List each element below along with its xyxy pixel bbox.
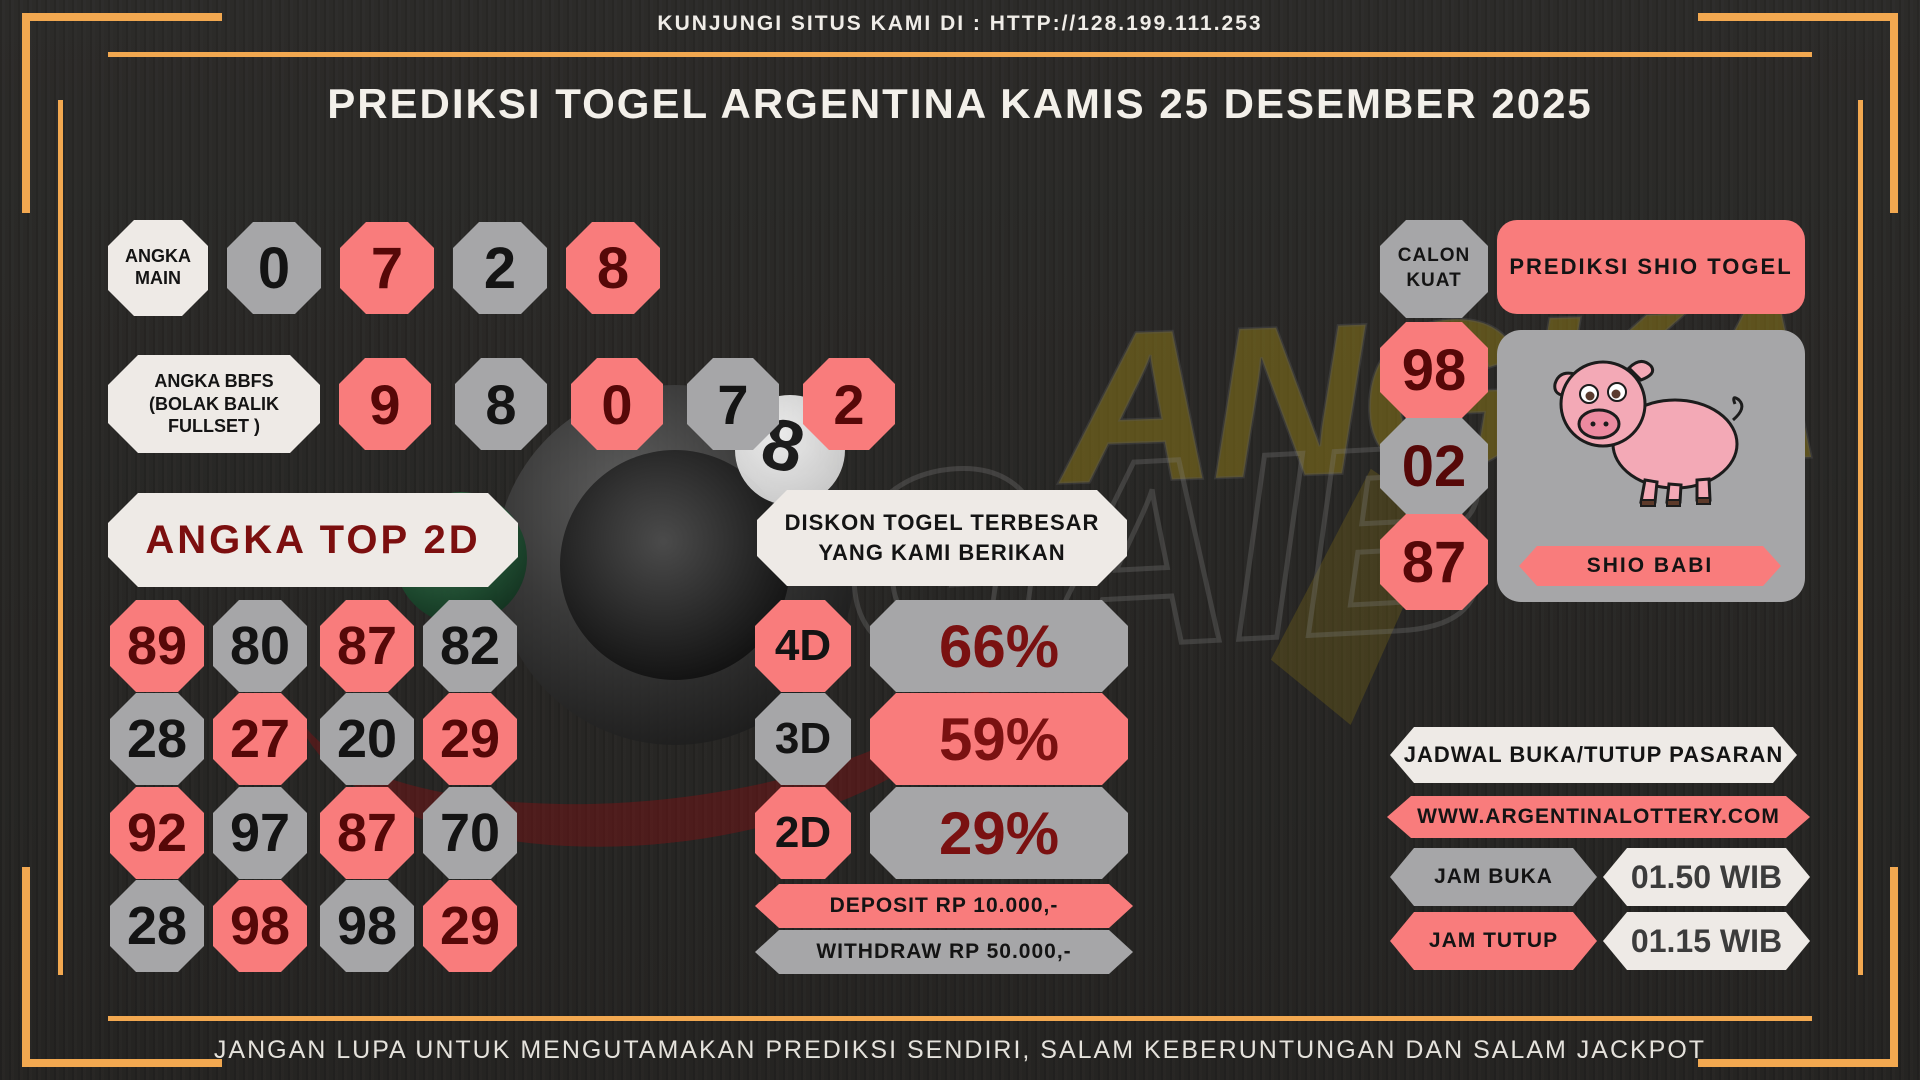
top2d-number: 28 xyxy=(110,880,204,972)
frame-corner-top-left xyxy=(22,13,222,213)
diskon-3d-value: 59% xyxy=(870,693,1128,785)
angka-main-digit: 7 xyxy=(340,222,434,314)
top2d-number: 80 xyxy=(213,600,307,692)
angka-bbfs-digit: 9 xyxy=(339,358,431,450)
angka-main-label-text: ANGKA MAIN xyxy=(125,246,191,288)
calon-kuat-label: CALON KUAT xyxy=(1380,220,1488,318)
top2d-number: 98 xyxy=(320,880,414,972)
jam-tutup-label: JAM TUTUP xyxy=(1390,912,1597,970)
shio-image-card: SHIO BABI xyxy=(1497,330,1805,602)
top2d-number: 28 xyxy=(110,693,204,785)
angka-top-2d-label: ANGKA TOP 2D xyxy=(108,493,518,587)
top-divider-line xyxy=(108,52,1812,57)
calon-kuat-number: 98 xyxy=(1380,322,1488,418)
diskon-4d-label: 4D xyxy=(755,600,851,692)
jam-tutup-time: 01.15 WIB xyxy=(1603,912,1810,970)
jadwal-title-banner: JADWAL BUKA/TUTUP PASARAN xyxy=(1390,727,1797,783)
top2d-number: 89 xyxy=(110,600,204,692)
angka-bbfs-label-line3: FULLSET ) xyxy=(168,416,260,437)
angka-bbfs-label: ANGKA BBFS (BOLAK BALIK FULLSET ) xyxy=(108,355,320,453)
diskon-title-line1: DISKON TOGEL TERBESAR xyxy=(784,510,1100,536)
calon-kuat-number: 02 xyxy=(1380,418,1488,514)
diskon-2d-value: 29% xyxy=(870,787,1128,879)
top2d-number: 92 xyxy=(110,787,204,879)
calon-kuat-line1: CALON xyxy=(1397,245,1471,267)
top2d-number: 29 xyxy=(423,693,517,785)
prediksi-shio-header: PREDIKSI SHIO TOGEL xyxy=(1497,220,1805,314)
angka-main-digit: 0 xyxy=(227,222,321,314)
deposit-banner: DEPOSIT RP 10.000,- xyxy=(755,884,1133,928)
footer-disclaimer: JANGAN LUPA UNTUK MENGUTAMAKAN PREDIKSI … xyxy=(213,1036,1707,1064)
jam-buka-label: JAM BUKA xyxy=(1390,848,1597,906)
frame-corner-top-right xyxy=(1698,13,1898,213)
top2d-number: 97 xyxy=(213,787,307,879)
left-divider-line xyxy=(58,100,63,975)
top2d-number: 20 xyxy=(320,693,414,785)
top2d-number: 87 xyxy=(320,787,414,879)
top2d-number: 27 xyxy=(213,693,307,785)
top2d-number: 98 xyxy=(213,880,307,972)
angka-bbfs-digit: 2 xyxy=(803,358,895,450)
angka-bbfs-digit: 0 xyxy=(571,358,663,450)
angka-main-digit: 8 xyxy=(566,222,660,314)
angka-main-digit: 2 xyxy=(453,222,547,314)
calon-kuat-number: 87 xyxy=(1380,514,1488,610)
frame-corner-bottom-left xyxy=(22,867,222,1067)
diskon-2d-label: 2D xyxy=(755,787,851,879)
site-url-text[interactable]: KUNJUNGI SITUS KAMI DI : HTTP://128.199.… xyxy=(657,12,1263,35)
angka-main-label: ANGKA MAIN xyxy=(108,220,208,316)
top2d-number: 87 xyxy=(320,600,414,692)
diskon-4d-value: 66% xyxy=(870,600,1128,692)
angka-bbfs-label-line1: ANGKA BBFS xyxy=(154,371,274,392)
angka-bbfs-digit: 7 xyxy=(687,358,779,450)
right-divider-line xyxy=(1858,100,1863,975)
diskon-3d-label: 3D xyxy=(755,693,851,785)
diskon-title-line2: YANG KAMI BERIKAN xyxy=(818,540,1066,565)
page-title: PREDIKSI TOGEL ARGENTINA KAMIS 25 DESEMB… xyxy=(327,80,1593,127)
top2d-number: 70 xyxy=(423,787,517,879)
website-banner[interactable]: WWW.ARGENTINALOTTERY.COM xyxy=(1387,796,1810,838)
bottom-divider-line xyxy=(108,1016,1812,1021)
withdraw-banner: WITHDRAW RP 50.000,- xyxy=(755,930,1133,974)
diskon-title: DISKON TOGEL TERBESAR YANG KAMI BERIKAN xyxy=(757,490,1127,586)
calon-kuat-line2: KUAT xyxy=(1406,270,1462,291)
frame-corner-bottom-right xyxy=(1698,867,1898,1067)
top2d-number: 29 xyxy=(423,880,517,972)
top2d-number: 82 xyxy=(423,600,517,692)
jam-buka-time: 01.50 WIB xyxy=(1603,848,1810,906)
shio-animal-banner: SHIO BABI xyxy=(1519,546,1781,586)
shio-pig-image xyxy=(1553,360,1744,507)
angka-bbfs-digit: 8 xyxy=(455,358,547,450)
angka-bbfs-label-line2: (BOLAK BALIK xyxy=(149,393,279,414)
